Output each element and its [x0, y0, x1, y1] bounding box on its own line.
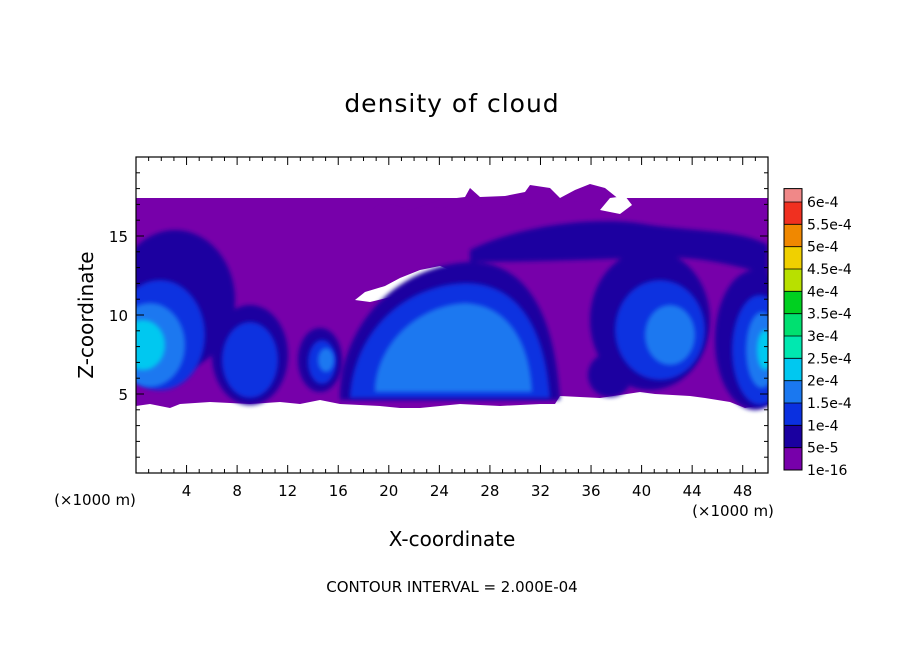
colorbar-swatch [784, 425, 802, 448]
x-tick-label: 8 [232, 482, 242, 500]
y-axis-label: Z-coordinate [74, 251, 98, 378]
colorbar-swatch [784, 224, 802, 247]
x-unit-label: (×1000 m) [692, 502, 774, 520]
x-tick-label: 32 [531, 482, 550, 500]
cloud-tops [372, 184, 620, 210]
colorbar-label: 2e-4 [807, 374, 839, 390]
colorbar-swatch [784, 291, 802, 314]
colorbar-swatch [784, 380, 802, 403]
x-tick-label: 36 [581, 482, 600, 500]
colorbar-swatch [784, 246, 802, 269]
colorbar-label: 5e-4 [807, 240, 839, 256]
y-tick-label: 10 [109, 307, 128, 325]
colorbar-label: 1e-4 [807, 418, 839, 434]
colorbar-label: 3e-4 [807, 329, 839, 345]
x-tick-label: 12 [278, 482, 297, 500]
x-tick-label: 28 [480, 482, 499, 500]
y-tick-label: 15 [109, 228, 128, 246]
x-axis-label: X-coordinate [389, 527, 516, 551]
colorbar-label: 4e-4 [807, 284, 839, 300]
y-tick-label: 5 [118, 386, 128, 404]
contour-interval-note: CONTOUR INTERVAL = 2.000E-04 [326, 578, 577, 596]
x-tick-label: 44 [683, 482, 702, 500]
cloud-density-field [136, 184, 768, 410]
chart-title: density of cloud [344, 89, 559, 118]
colorbar-label: 4.5e-4 [807, 262, 852, 278]
colorbar-label: 5e-5 [807, 441, 838, 457]
x-tick-label: 16 [329, 482, 348, 500]
colorbar-swatch [784, 358, 802, 381]
x-axis: 4 8 12 16 20 24 28 32 36 40 44 48 [148, 157, 756, 500]
colorbar-swatch [784, 188, 802, 202]
x-tick-label: 20 [379, 482, 398, 500]
density-2e-4-regions [136, 320, 768, 370]
colorbar-swatch [784, 447, 802, 470]
colorbar-label: 6e-4 [807, 195, 839, 211]
x-tick-label: 4 [182, 482, 192, 500]
colorbar-swatch [784, 336, 802, 359]
colorbar-label: 1.5e-4 [807, 396, 852, 412]
x-tick-label: 24 [430, 482, 449, 500]
colorbar-label: 2.5e-4 [807, 351, 852, 367]
x-tick-label: 48 [733, 482, 752, 500]
colorbar-swatch [784, 202, 802, 225]
colorbar-swatch [784, 269, 802, 292]
colorbar-label: 5.5e-4 [807, 217, 852, 233]
colorbar: 1e-16 5e-5 1e-4 1.5e-4 2e-4 2.5e-4 3e-4 3.5e-4 4… [783, 188, 852, 479]
y-axis: 5 10 15 [109, 172, 768, 458]
colorbar-label: 3.5e-4 [807, 307, 852, 323]
x-tick-label: 40 [632, 482, 651, 500]
colorbar-swatch [784, 313, 802, 336]
colorbar-label: 1e-16 [807, 463, 847, 479]
y-unit-label: (×1000 m) [54, 491, 136, 509]
colorbar-swatch [784, 403, 802, 426]
clear-gap-right-top [600, 196, 632, 214]
